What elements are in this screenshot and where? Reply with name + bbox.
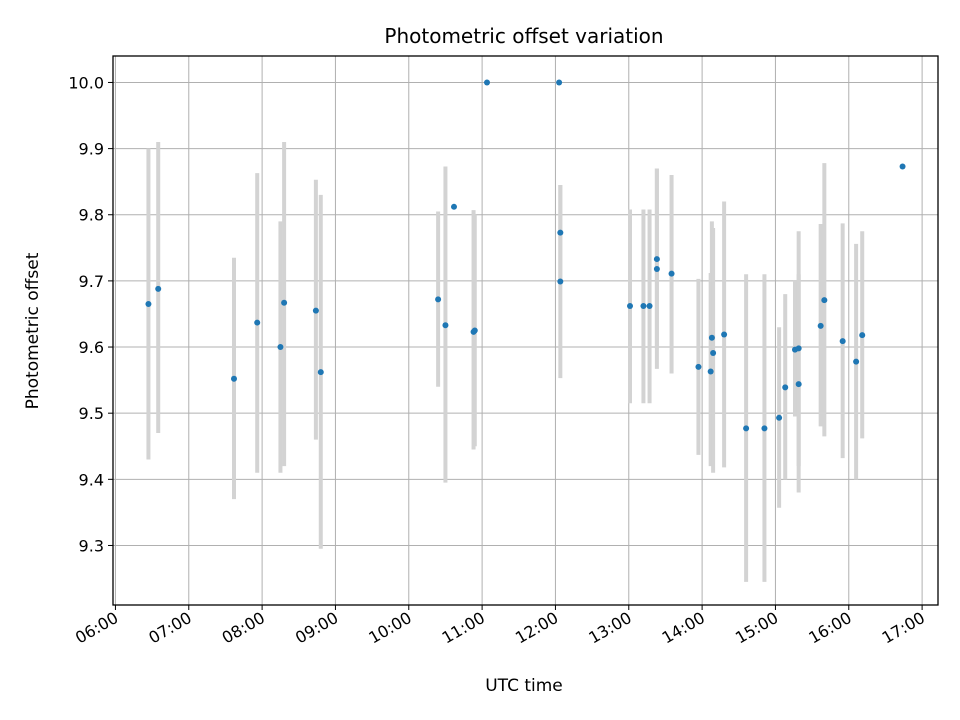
data-point: [853, 358, 860, 365]
data-point: [646, 303, 653, 310]
error-bars: [146, 141, 865, 582]
data-point: [782, 384, 789, 391]
data-point: [557, 278, 564, 285]
x-tick-label: 10:00: [365, 608, 414, 648]
data-point: [231, 375, 237, 382]
data-point: [839, 338, 846, 345]
data-point: [254, 319, 261, 326]
x-tick-label: 07:00: [145, 608, 194, 648]
data-point: [707, 368, 714, 375]
y-tick-label: 9.5: [79, 404, 104, 423]
y-tick-label: 10.0: [68, 73, 104, 92]
data-point: [281, 299, 288, 306]
x-tick-label: 06:00: [72, 608, 121, 648]
y-tick-label: 9.9: [79, 140, 104, 159]
data-point: [557, 229, 564, 236]
data-point: [451, 203, 457, 210]
grid: [113, 56, 938, 605]
y-tick-label: 9.8: [79, 206, 104, 225]
data-point: [640, 303, 647, 310]
data-point: [155, 285, 162, 292]
data-point: [668, 270, 675, 277]
y-tick-label: 9.4: [79, 470, 104, 489]
data-point: [312, 307, 319, 314]
data-point: [795, 345, 802, 352]
y-tick-label: 9.7: [79, 272, 104, 291]
x-tick-label: 12:00: [512, 608, 561, 648]
y-tick-label: 9.6: [79, 338, 104, 357]
x-tick-label: 09:00: [292, 608, 341, 648]
data-point: [743, 425, 750, 432]
x-tick-label: 08:00: [219, 608, 268, 648]
data-point: [653, 265, 660, 272]
data-point: [556, 79, 563, 86]
y-axis-label: Photometric offset: [23, 252, 43, 409]
data-point: [653, 256, 660, 263]
x-tick-label: 16:00: [805, 608, 854, 648]
data-point: [761, 425, 768, 432]
data-point: [817, 322, 824, 329]
data-point: [695, 363, 702, 370]
x-tick-label: 17:00: [879, 608, 928, 648]
data-point: [776, 414, 783, 421]
data-point: [471, 327, 478, 334]
plot-frame: [112, 55, 939, 606]
chart-title: Photometric offset variation: [384, 24, 663, 48]
x-axis: 06:00 07:00 08:00 09:00 10:00 11:00 12:00 13:00…: [72, 605, 928, 648]
data-point: [795, 381, 802, 388]
data-point: [435, 296, 442, 303]
x-tick-label: 15:00: [732, 608, 781, 648]
data-point: [710, 349, 717, 356]
data-point: [721, 331, 728, 338]
data-point: [821, 297, 828, 304]
x-tick-label: 14:00: [659, 608, 708, 648]
data-point: [708, 334, 715, 341]
data-point: [899, 163, 906, 170]
y-axis: 9.3 9.4 9.5 9.6 9.7 9.8 9.9 10.0: [68, 73, 113, 555]
data-points: [145, 79, 906, 432]
x-tick-label: 11:00: [439, 608, 488, 648]
x-tick-label: 13:00: [585, 608, 634, 648]
data-point: [627, 303, 633, 310]
y-tick-label: 9.3: [79, 536, 104, 555]
x-axis-label: UTC time: [485, 676, 563, 696]
data-point: [317, 369, 324, 376]
data-point: [859, 332, 866, 339]
data-point: [145, 301, 152, 308]
data-point: [277, 344, 284, 351]
data-point: [442, 322, 449, 329]
data-point: [484, 79, 490, 86]
